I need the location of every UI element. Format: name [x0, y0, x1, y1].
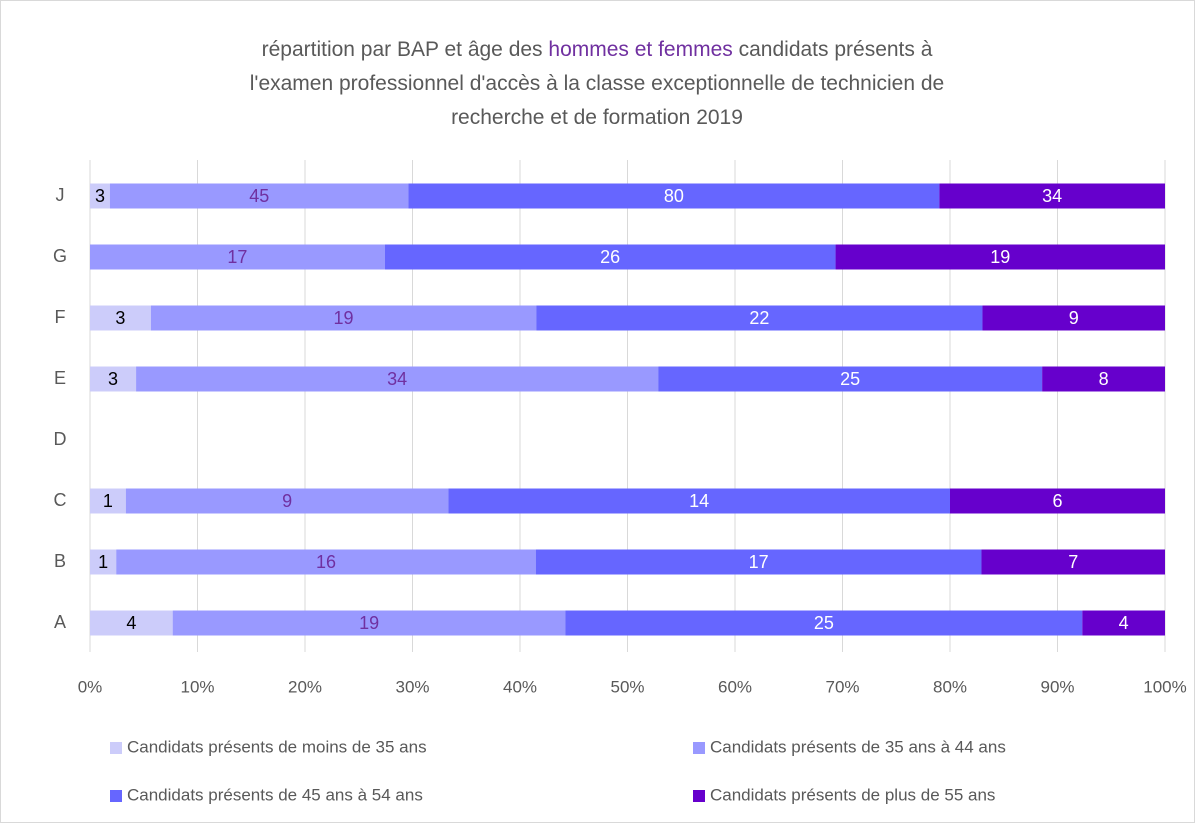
data-label: 1 — [98, 552, 108, 572]
chart-title: l'examen professionnel d'accès à la clas… — [250, 72, 944, 95]
data-label: 8 — [1099, 369, 1109, 389]
chart-title: répartition par BAP et âge des hommes et… — [262, 38, 933, 61]
bar-segment — [565, 610, 1083, 636]
bar-segment — [1042, 366, 1165, 392]
data-label: 34 — [1042, 186, 1062, 206]
legend-label: Candidats présents de 35 ans à 44 ans — [710, 737, 1006, 756]
bar-segment — [939, 183, 1165, 209]
bar-segment — [384, 244, 836, 270]
data-label: 19 — [359, 613, 379, 633]
data-label: 3 — [95, 186, 105, 206]
legend-swatch — [693, 790, 705, 802]
data-label: 3 — [108, 369, 118, 389]
data-label: 19 — [334, 308, 354, 328]
x-tick-label: 80% — [933, 677, 967, 696]
title-part: l'examen professionnel d'accès à la clas… — [250, 72, 944, 95]
x-tick-label: 40% — [503, 677, 537, 696]
data-label: 45 — [249, 186, 269, 206]
bar-segment — [90, 549, 117, 575]
data-label: 34 — [387, 369, 407, 389]
bar-segment — [90, 183, 110, 209]
data-label: 4 — [126, 613, 136, 633]
y-tick-label: B — [54, 551, 66, 571]
data-label: 1 — [103, 491, 113, 511]
bar-segment — [448, 488, 950, 514]
data-label: 9 — [1069, 308, 1079, 328]
data-label: 19 — [990, 247, 1010, 267]
x-tick-label: 0% — [78, 677, 103, 696]
x-tick-label: 10% — [180, 677, 214, 696]
y-tick-label: E — [54, 368, 66, 388]
bar-segment — [950, 488, 1165, 514]
data-label: 17 — [749, 552, 769, 572]
bar-segment — [109, 183, 409, 209]
bar-segment — [116, 549, 536, 575]
bar-segment — [981, 549, 1165, 575]
y-tick-label: D — [54, 429, 67, 449]
data-label: 25 — [814, 613, 834, 633]
data-label: 6 — [1052, 491, 1062, 511]
title-part: recherche et de formation 2019 — [451, 106, 743, 129]
legend-label: Candidats présents de 45 ans à 54 ans — [127, 785, 423, 804]
bar-segment — [535, 549, 982, 575]
legend-label: Candidats présents de plus de 55 ans — [710, 785, 995, 804]
bar-segment — [1082, 610, 1165, 636]
bar-segment — [150, 305, 537, 331]
bar-segment — [90, 488, 126, 514]
bar-segment — [125, 488, 449, 514]
x-tick-label: 90% — [1040, 677, 1074, 696]
data-label: 4 — [1119, 613, 1129, 633]
x-tick-label: 60% — [718, 677, 752, 696]
x-tick-label: 50% — [610, 677, 644, 696]
bar-segment — [835, 244, 1165, 270]
data-label: 25 — [840, 369, 860, 389]
legend-swatch — [693, 742, 705, 754]
bar-segment — [982, 305, 1165, 331]
data-label: 17 — [227, 247, 247, 267]
bar-segment — [90, 244, 385, 270]
legend-swatch — [110, 790, 122, 802]
y-tick-label: A — [54, 612, 66, 632]
data-label: 9 — [282, 491, 292, 511]
y-tick-label: G — [53, 246, 67, 266]
data-label: 26 — [600, 247, 620, 267]
data-label: 14 — [689, 491, 709, 511]
bar-segment — [90, 305, 151, 331]
data-label: 80 — [664, 186, 684, 206]
bar-segment — [136, 366, 659, 392]
bar-segment — [90, 366, 137, 392]
data-label: 7 — [1068, 552, 1078, 572]
y-tick-label: J — [56, 185, 65, 205]
bar-segment — [90, 610, 173, 636]
y-tick-label: F — [55, 307, 66, 327]
x-tick-label: 70% — [825, 677, 859, 696]
x-tick-label: 30% — [395, 677, 429, 696]
legend-label: Candidats présents de moins de 35 ans — [127, 737, 427, 756]
x-tick-label: 20% — [288, 677, 322, 696]
title-part: candidats présents à — [733, 38, 933, 61]
data-label: 3 — [115, 308, 125, 328]
bar-segment — [536, 305, 983, 331]
data-label: 22 — [749, 308, 769, 328]
legend-swatch — [110, 742, 122, 754]
x-tick-label: 100% — [1143, 677, 1186, 696]
data-label: 16 — [316, 552, 336, 572]
title-part: répartition par BAP et âge des — [262, 38, 549, 61]
bar-segment — [172, 610, 566, 636]
bar-segment — [408, 183, 940, 209]
chart-title: recherche et de formation 2019 — [451, 106, 743, 129]
title-part: hommes et femmes — [548, 38, 732, 61]
y-tick-label: C — [54, 490, 67, 510]
bar-segment — [658, 366, 1043, 392]
